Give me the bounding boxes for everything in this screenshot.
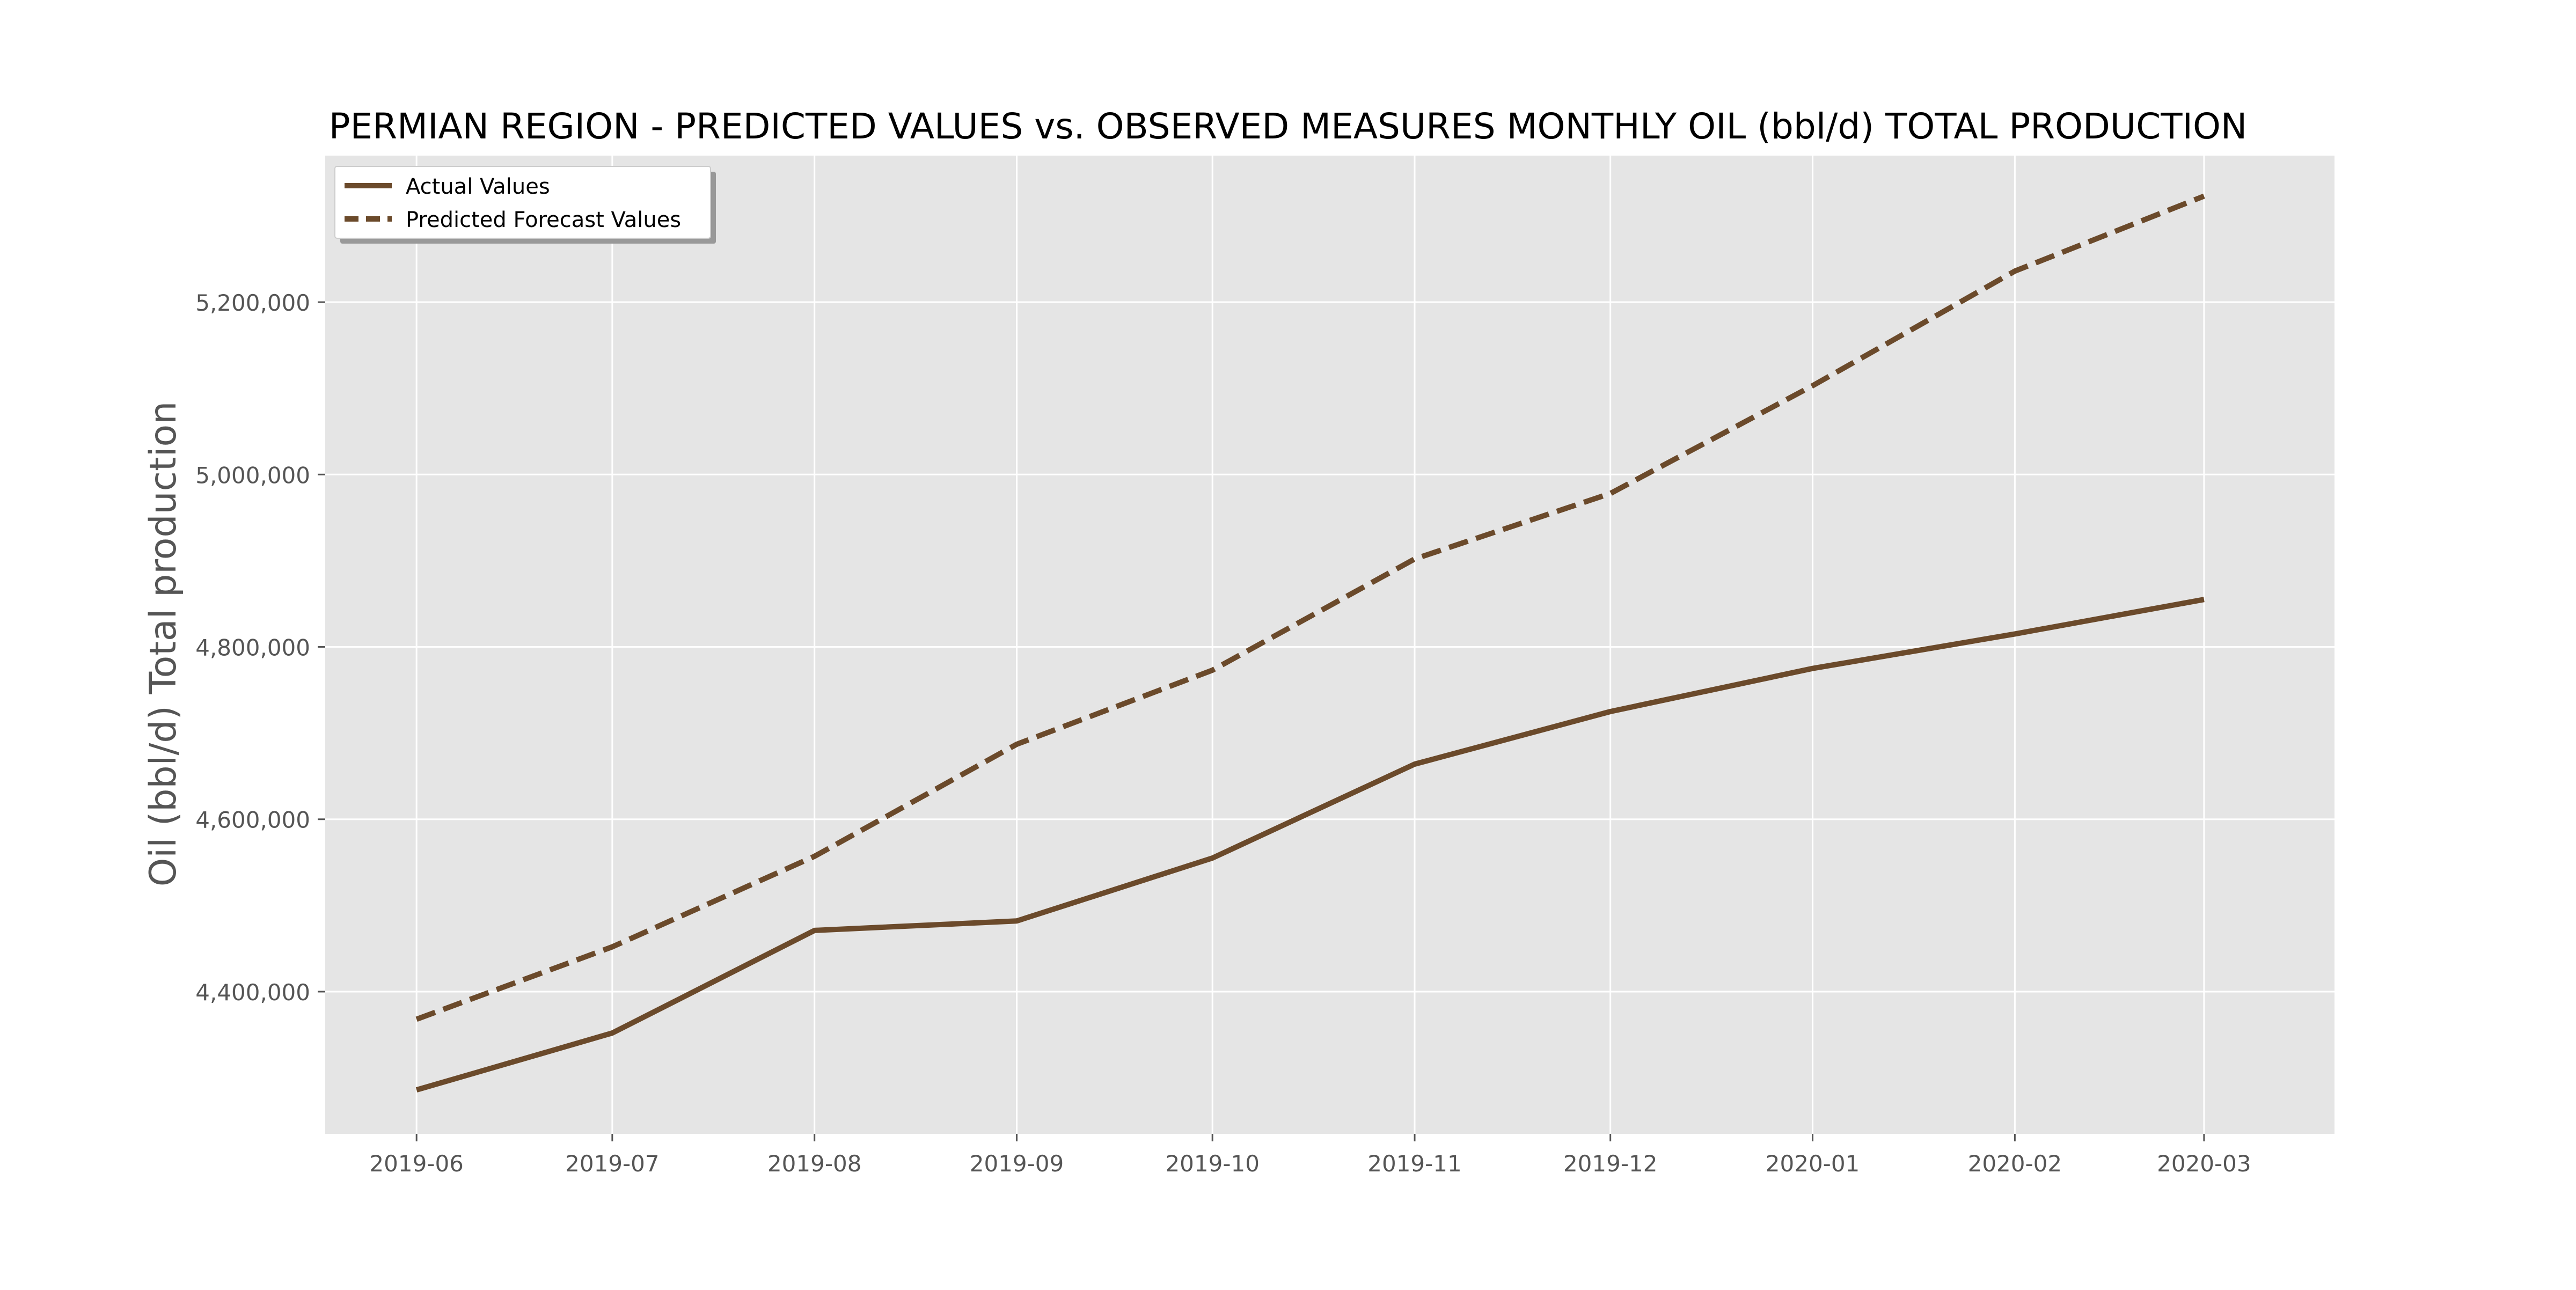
y-axis-label: Oil (bbl/d) Total production [142, 401, 185, 886]
legend [334, 166, 711, 239]
series-line-predicted [415, 193, 2205, 1022]
legend-label: Actual Values [406, 174, 550, 199]
x-tick-label: 2019-11 [1367, 1150, 1462, 1177]
series-line-actual [415, 597, 2205, 1093]
y-tick-label: 4,400,000 [195, 979, 310, 1006]
y-tick-label: 4,800,000 [195, 635, 310, 661]
x-tick-label: 2019-09 [970, 1150, 1064, 1177]
x-tick-label: 2019-12 [1563, 1150, 1658, 1177]
x-tick-label: 2019-10 [1165, 1150, 1260, 1177]
y-tick-label: 5,000,000 [195, 462, 310, 488]
x-tick-label: 2020-01 [1766, 1150, 1860, 1177]
y-tick-label: 5,200,000 [195, 290, 310, 316]
plot-area [325, 156, 2334, 1134]
x-tick-label: 2019-08 [767, 1150, 862, 1177]
x-tick-label: 2019-07 [565, 1150, 660, 1177]
x-tick-label: 2020-02 [1968, 1150, 2062, 1177]
legend-label: Predicted Forecast Values [406, 208, 681, 232]
x-tick-label: 2019-06 [369, 1150, 464, 1177]
y-tick-label: 4,600,000 [195, 807, 310, 833]
chart-title: PERMIAN REGION - PREDICTED VALUES vs. OB… [329, 106, 2248, 147]
x-tick-label: 2020-03 [2157, 1150, 2251, 1177]
